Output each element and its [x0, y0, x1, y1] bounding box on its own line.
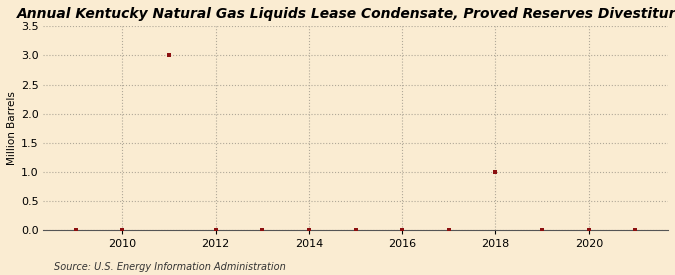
Title: Annual Kentucky Natural Gas Liquids Lease Condensate, Proved Reserves Divestitur: Annual Kentucky Natural Gas Liquids Leas…: [17, 7, 675, 21]
Point: [443, 228, 454, 233]
Point: [630, 228, 641, 233]
Point: [397, 228, 408, 233]
Point: [210, 228, 221, 233]
Point: [257, 228, 268, 233]
Point: [117, 228, 128, 233]
Text: Source: U.S. Energy Information Administration: Source: U.S. Energy Information Administ…: [54, 262, 286, 272]
Point: [350, 228, 361, 233]
Y-axis label: Million Barrels: Million Barrels: [7, 91, 17, 165]
Point: [583, 228, 594, 233]
Point: [70, 228, 81, 233]
Point: [163, 53, 174, 58]
Point: [304, 228, 315, 233]
Point: [537, 228, 547, 233]
Point: [490, 170, 501, 174]
